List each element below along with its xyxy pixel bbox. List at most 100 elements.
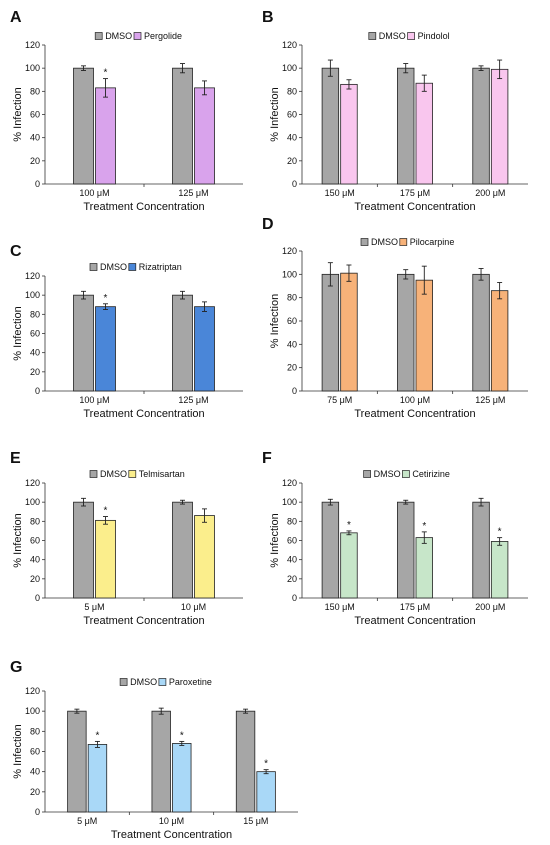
panel-f-y-axis-title: % Infection (269, 513, 281, 567)
panel-a-y-tick-label: 60 (30, 110, 40, 120)
panel-d-bar-pilocarpine (415, 279, 433, 392)
panel-d-y-tick-label: 0 (292, 386, 297, 396)
panel-a-letter: A (10, 9, 22, 26)
panel-c-legend-label-rizatriptan: Rizatriptan (139, 262, 182, 272)
panel-g-y-tick-label: 60 (30, 747, 40, 757)
panel-g-y-axis-title: % Infection (12, 724, 24, 778)
panel-f-significance-marker: * (498, 527, 502, 538)
panel-d-y-axis-title: % Infection (269, 294, 281, 348)
panel-b-letter: B (262, 9, 274, 26)
panel-d-legend-swatch-pilocarpine (399, 238, 408, 246)
panel-c-bar-dmso (172, 294, 193, 392)
panel-d-bar-dmso (321, 273, 340, 392)
panel-c-bar-rizatriptan (194, 306, 215, 392)
panel-c-x-axis-title: Treatment Concentration (83, 408, 204, 420)
panel-e-significance-marker: * (104, 506, 108, 517)
panel-g-legend-swatch-paroxetine (158, 678, 167, 686)
panel-c-y-tick-label: 60 (30, 329, 40, 339)
panel-c-y-tick-label: 20 (30, 367, 40, 377)
panel-d-y-tick-label: 80 (287, 293, 297, 303)
panel-c-bar-dmso (73, 294, 94, 392)
panel-a-y-tick-label: 80 (30, 86, 40, 96)
panel-b-y-tick-label: 120 (282, 40, 297, 50)
panel-c-letter: C (10, 243, 22, 260)
panel-d-y-tick-label: 60 (287, 316, 297, 326)
panel-e-legend-swatch-dmso (89, 470, 98, 478)
panel-f-significance-marker: * (347, 520, 351, 531)
panel-a-y-tick-label: 40 (30, 133, 40, 143)
panel-b-x-tick-label: 175 μM (400, 188, 430, 198)
panel-e-y-axis-title: % Infection (12, 513, 24, 567)
panel-g-legend-label-dmso: DMSO (130, 677, 157, 687)
panel-f-x-tick-label: 200 μM (475, 602, 505, 612)
panel-a-y-axis-title: % Infection (12, 87, 24, 141)
panel-e-y-tick-label: 0 (35, 593, 40, 603)
panel-g-bar-paroxetine (172, 743, 192, 813)
panel-g-bar-paroxetine (87, 744, 108, 813)
panel-a-y-tick-label: 100 (25, 63, 40, 73)
panel-c-legend-swatch-dmso (89, 263, 98, 271)
panel-f-y-tick-label: 100 (282, 497, 297, 507)
panel-b-x-tick-label: 150 μM (325, 188, 355, 198)
panel-f-bar-cetirizine (340, 532, 358, 599)
panel-b-x-tick-label: 200 μM (475, 188, 505, 198)
panel-g-legend-swatch-dmso (119, 678, 128, 686)
panel-d-legend-label-pilocarpine: Pilocarpine (410, 237, 455, 247)
panel-b-bar-pindolol (490, 68, 509, 185)
panel-e-bar-dmso (172, 501, 193, 599)
panel-g-bar-dmso (67, 710, 87, 813)
panel-d-y-tick-label: 120 (282, 246, 297, 256)
panel-e-y-tick-label: 80 (30, 516, 40, 526)
panel-f-bar-cetirizine (415, 537, 433, 599)
panel-b-y-tick-label: 80 (287, 86, 297, 96)
panel-b-legend-label-pindolol: Pindolol (418, 31, 450, 41)
panel-d-x-tick-label: 100 μM (400, 395, 430, 405)
panel-d-x-axis-title: Treatment Concentration (354, 408, 475, 420)
panel-e-x-tick-label: 5 μM (84, 602, 104, 612)
panel-a-legend-swatch-pergolide (133, 32, 142, 40)
panel-a-y-tick-label: 20 (30, 156, 40, 166)
panel-f-bar-dmso (397, 501, 415, 599)
panel-g-y-tick-label: 100 (25, 706, 40, 716)
panel-b-bar-pindolol (340, 83, 358, 185)
panel-d-y-tick-label: 20 (287, 363, 297, 373)
panel-d-bar-pilocarpine (490, 290, 509, 392)
panel-b-y-tick-label: 40 (287, 133, 297, 143)
panel-g-letter: G (10, 659, 22, 676)
panel-f-bar-dmso (472, 501, 490, 599)
panel-f-x-axis-title: Treatment Concentration (354, 615, 475, 627)
panel-c-bar-rizatriptan (95, 306, 116, 392)
panel-c-x-tick-label: 125 μM (178, 395, 208, 405)
panel-f-legend-label-cetirizine: Cetirizine (412, 469, 450, 479)
panel-c-y-tick-label: 0 (35, 386, 40, 396)
panel-d-legend-swatch-dmso (360, 238, 369, 246)
panel-d-letter: D (262, 216, 274, 233)
panel-g-y-tick-label: 40 (30, 767, 40, 777)
panel-b-bar-dmso (472, 67, 490, 185)
panel-e-bar-dmso (73, 501, 94, 599)
panel-b-bar-pindolol (415, 82, 433, 185)
panel-g-x-tick-label: 10 μM (159, 816, 184, 826)
panel-b-y-tick-label: 0 (292, 179, 297, 189)
panel-a-x-axis-title: Treatment Concentration (83, 201, 204, 213)
panel-a-legend-label-dmso: DMSO (105, 31, 132, 41)
panel-b-bar-dmso (397, 67, 415, 185)
panel-f-y-tick-label: 120 (282, 478, 297, 488)
panel-f-x-tick-label: 150 μM (325, 602, 355, 612)
panel-g-significance-marker: * (95, 730, 99, 741)
panel-e-y-tick-label: 120 (25, 478, 40, 488)
panel-g-bar-paroxetine (256, 771, 276, 813)
panel-f-y-tick-label: 0 (292, 593, 297, 603)
panel-f-y-tick-label: 20 (287, 574, 297, 584)
panel-c-significance-marker: * (104, 293, 108, 304)
panel-f-letter: F (262, 450, 272, 467)
panel-c-y-tick-label: 100 (25, 290, 40, 300)
panel-c-y-axis-title: % Infection (12, 306, 24, 360)
panel-a-bar-dmso (172, 67, 193, 185)
panel-b-x-axis-title: Treatment Concentration (354, 201, 475, 213)
panel-a-bar-dmso (73, 67, 94, 185)
panel-g-bar-dmso (151, 710, 171, 813)
panel-g-y-tick-label: 80 (30, 726, 40, 736)
panel-d-y-tick-label: 40 (287, 339, 297, 349)
panel-g-x-tick-label: 5 μM (77, 816, 97, 826)
